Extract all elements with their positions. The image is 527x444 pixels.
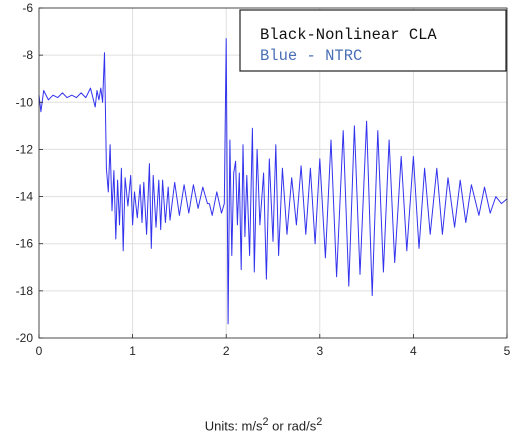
legend-entry-blue: Blue - NTRC xyxy=(260,47,362,65)
x-tick-label: 0 xyxy=(36,344,43,358)
legend-entry-black: Black-Nonlinear CLA xyxy=(260,26,437,44)
units-caption-middle: or rad/s xyxy=(269,418,317,433)
x-tick-label: 1 xyxy=(129,344,136,358)
x-tick-label: 5 xyxy=(504,344,511,358)
legend-box: Black-Nonlinear CLA Blue - NTRC xyxy=(240,10,506,71)
y-tick-label: -20 xyxy=(16,331,34,345)
y-tick-label: -10 xyxy=(16,95,34,109)
y-tick-label: -8 xyxy=(22,48,33,62)
line-chart: 0 1 2 3 4 5 -20 -18 -16 -14 -12 -10 -8 -6 Black-Nonli… xyxy=(0,0,527,380)
y-tick-label: -16 xyxy=(16,237,34,251)
y-tick-label: -14 xyxy=(16,190,34,204)
units-caption-prefix: Units: m/s xyxy=(205,418,263,433)
y-tick-label: -18 xyxy=(16,284,34,298)
y-tick-label: -12 xyxy=(16,142,34,156)
units-caption: Units: m/s2 or rad/s2 xyxy=(0,416,527,433)
x-tick-label: 3 xyxy=(316,344,323,358)
units-caption-sup-2: 2 xyxy=(316,416,322,428)
x-tick-label: 2 xyxy=(223,344,230,358)
y-tick-label: -6 xyxy=(22,1,33,15)
x-tick-label: 4 xyxy=(410,344,417,358)
